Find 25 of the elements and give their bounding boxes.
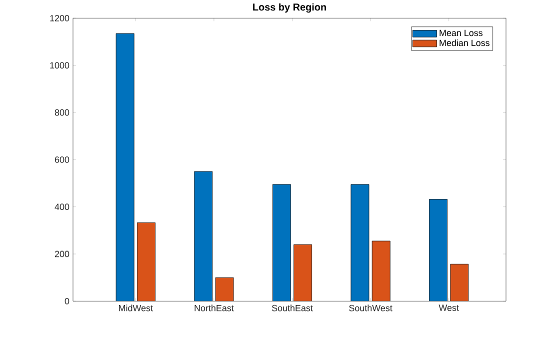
legend-label: Median Loss [440, 39, 490, 46]
y-tick-label: 1000 [50, 62, 70, 68]
bar [215, 277, 234, 302]
legend-label: Mean Loss [440, 30, 483, 36]
y-tick-label: 600 [54, 156, 70, 163]
x-tick-label: West [438, 304, 459, 311]
y-tick-label: 0 [64, 298, 70, 304]
y-tick-label: 800 [54, 109, 70, 116]
bar [116, 33, 134, 302]
y-tick-label: 200 [54, 250, 70, 258]
bar [272, 184, 291, 302]
y-tick-label: 400 [54, 204, 70, 210]
chart-title: Loss by Region [253, 3, 326, 13]
bar [450, 264, 469, 302]
bar [372, 240, 390, 302]
x-tick-label: SouthWest [349, 304, 392, 312]
x-tick-label: NorthEast [194, 304, 234, 312]
bar [350, 184, 370, 302]
x-tick-label: SouthEast [272, 304, 313, 312]
bar [294, 244, 312, 302]
x-tick-label: MidWest [119, 304, 153, 312]
bar [194, 171, 213, 302]
bar [136, 222, 156, 302]
bar [429, 198, 448, 302]
y-tick-label: 1200 [50, 14, 70, 22]
